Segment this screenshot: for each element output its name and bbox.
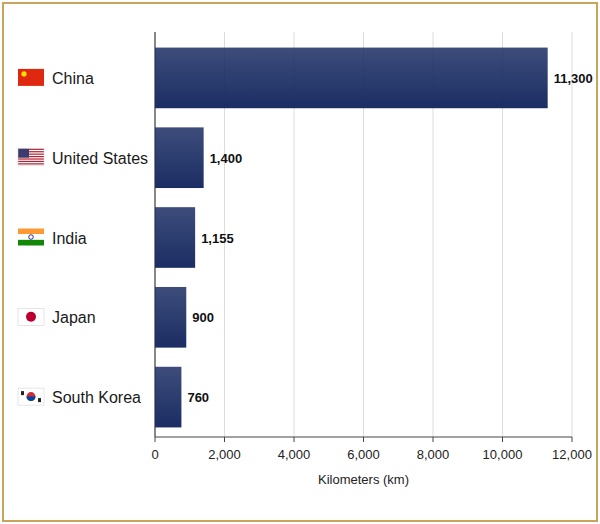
tick-mark [433, 437, 434, 442]
frame [3, 3, 597, 521]
flag [18, 69, 44, 86]
bar [155, 287, 186, 348]
bar [155, 207, 195, 268]
category-label: South Korea [52, 389, 141, 406]
flag [18, 149, 44, 166]
chart: 0 2,000 4,000 6,000 8,000 10,000 12,000 Kilomet… [0, 0, 600, 524]
flag-band [18, 234, 44, 240]
tick-label: 2,000 [208, 447, 241, 462]
grid-line [572, 32, 573, 437]
tick-label: 10,000 [483, 447, 523, 462]
category-label: India [52, 230, 87, 247]
tick-mark [572, 437, 573, 442]
flag-band [18, 240, 44, 246]
tick-mark [155, 437, 156, 442]
flag-bg [18, 308, 44, 325]
data-label: 11,300 [554, 71, 593, 86]
data-labels: 11,300 1,400 1,155 900 760 [187, 71, 592, 405]
bar [155, 48, 548, 109]
tick-label: 12,000 [552, 447, 592, 462]
flag-stripe [18, 163, 44, 164]
x-axis [155, 437, 572, 438]
data-label: 900 [192, 310, 214, 325]
flag-border [18, 149, 44, 166]
tick-label: 0 [151, 447, 158, 462]
category-label: Japan [52, 309, 96, 326]
tick-mark [363, 437, 364, 442]
data-label: 1,400 [210, 151, 243, 166]
flag-bg [18, 69, 44, 86]
flag-trigram [38, 398, 41, 402]
category-label: China [52, 70, 94, 87]
flag-stripe [18, 158, 44, 159]
bar [155, 127, 204, 188]
tick-mark [224, 437, 225, 442]
grid [155, 32, 572, 437]
flag-disc [26, 312, 36, 322]
flag [18, 388, 44, 405]
category-label: United States [52, 150, 148, 167]
data-label: 760 [187, 390, 209, 405]
x-ticks: 0 2,000 4,000 6,000 8,000 10,000 12,000 [151, 437, 592, 462]
flag-bg [18, 388, 44, 405]
flag-disc [27, 392, 36, 401]
tick-label: 4,000 [278, 447, 311, 462]
flag-wheel [29, 235, 34, 240]
flag [18, 229, 44, 246]
categories: China United States India Japan South Korea [18, 69, 148, 406]
flag-band [18, 229, 44, 235]
tick-mark [502, 437, 503, 442]
x-axis-title: Kilometers (km) [318, 472, 409, 487]
flag-trigram [21, 391, 24, 395]
flag [18, 308, 44, 325]
tick-label: 8,000 [417, 447, 450, 462]
flag-canton [18, 149, 29, 158]
flag-stripe [18, 161, 44, 162]
data-label: 1,155 [201, 231, 234, 246]
flag-disc [27, 397, 36, 402]
flag-star [21, 71, 26, 76]
bars [155, 48, 548, 428]
tick-mark [294, 437, 295, 442]
tick-label: 6,000 [347, 447, 380, 462]
bar [155, 367, 181, 428]
